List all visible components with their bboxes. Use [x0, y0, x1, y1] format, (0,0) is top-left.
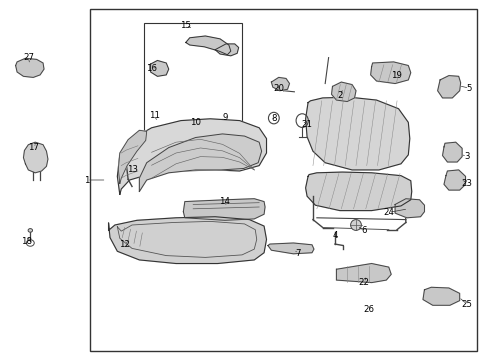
- Bar: [90, 9, 476, 351]
- Text: 3: 3: [463, 152, 469, 161]
- Text: 10: 10: [190, 118, 201, 127]
- Polygon shape: [139, 134, 261, 192]
- Text: 26: 26: [363, 305, 374, 314]
- Polygon shape: [370, 62, 410, 84]
- Polygon shape: [331, 82, 355, 102]
- Polygon shape: [271, 77, 289, 91]
- Text: 17: 17: [28, 143, 39, 152]
- Polygon shape: [305, 172, 411, 211]
- Text: 24: 24: [383, 208, 393, 217]
- Ellipse shape: [350, 220, 361, 230]
- Text: 1: 1: [84, 176, 90, 185]
- Polygon shape: [336, 264, 390, 283]
- Polygon shape: [442, 142, 461, 162]
- Polygon shape: [215, 44, 238, 56]
- Text: 8: 8: [270, 114, 276, 123]
- Text: 20: 20: [273, 84, 284, 93]
- Text: 7: 7: [295, 249, 301, 258]
- Polygon shape: [23, 142, 48, 173]
- Text: 4: 4: [331, 231, 337, 240]
- Text: 6: 6: [361, 226, 366, 235]
- Polygon shape: [185, 36, 230, 55]
- Text: 18: 18: [21, 237, 32, 246]
- Text: 12: 12: [119, 240, 130, 249]
- Text: 5: 5: [466, 84, 471, 93]
- Text: 19: 19: [390, 71, 401, 80]
- Text: 11: 11: [148, 111, 159, 120]
- Polygon shape: [183, 199, 264, 220]
- Text: 15: 15: [180, 21, 191, 30]
- Text: 22: 22: [358, 278, 369, 287]
- Text: 2: 2: [336, 91, 342, 100]
- Bar: [144, 23, 242, 144]
- Polygon shape: [305, 97, 409, 170]
- Polygon shape: [118, 130, 146, 184]
- Text: 14: 14: [219, 197, 230, 206]
- Polygon shape: [437, 76, 460, 98]
- Polygon shape: [267, 243, 313, 254]
- Text: 23: 23: [461, 179, 471, 188]
- Polygon shape: [394, 199, 424, 218]
- Text: 9: 9: [222, 112, 227, 122]
- Polygon shape: [443, 170, 465, 190]
- Text: 16: 16: [146, 64, 157, 73]
- Ellipse shape: [28, 229, 32, 232]
- Text: 21: 21: [301, 120, 312, 129]
- Polygon shape: [16, 58, 44, 77]
- Polygon shape: [422, 287, 459, 305]
- Polygon shape: [117, 119, 266, 194]
- Text: 27: 27: [23, 53, 34, 62]
- Polygon shape: [108, 217, 266, 264]
- Polygon shape: [150, 60, 168, 76]
- Text: 13: 13: [126, 165, 137, 174]
- Text: 25: 25: [461, 300, 471, 309]
